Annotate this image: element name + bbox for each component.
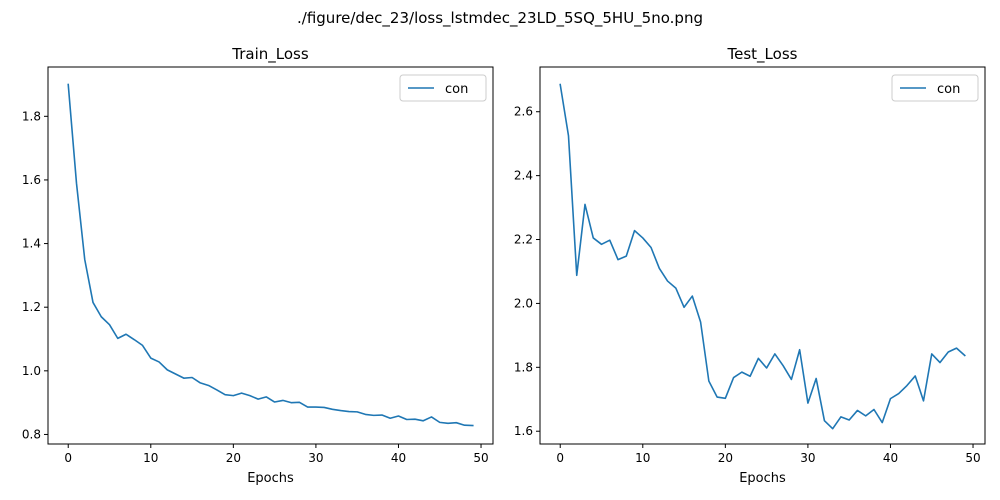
y-tick-label-test-loss: 2.0 [514, 296, 533, 310]
x-axis-label-test-loss: Epochs [739, 471, 786, 486]
y-tick-label-test-loss: 2.2 [514, 233, 533, 247]
y-tick-label-train-loss: 1.4 [22, 237, 41, 251]
x-tick-label-train-loss: 40 [391, 451, 406, 465]
plot-area-train-loss [67, 83, 474, 427]
x-axis-label-train-loss: Epochs [247, 471, 294, 486]
legend-box-train-loss [399, 74, 487, 102]
x-tick-label-train-loss: 10 [143, 451, 158, 465]
legend-train-loss: con [399, 74, 487, 102]
legend-label-test-loss: con [937, 82, 960, 97]
figure-suptitle: ./figure/dec_23/loss_lstmdec_23LD_5SQ_5H… [297, 9, 703, 28]
x-tick-label-train-loss: 30 [308, 451, 323, 465]
axes-frame-test-loss [539, 66, 986, 445]
series-line-train-loss [67, 83, 474, 427]
x-axis-test-loss: 0 10 20 30 40 50 [556, 444, 981, 465]
x-tick-label-test-loss: 50 [965, 451, 980, 465]
plot-area-test-loss [559, 83, 966, 430]
x-tick-label-test-loss: 20 [718, 451, 733, 465]
x-tick-label-train-loss: 50 [473, 451, 488, 465]
y-tick-label-test-loss: 1.6 [514, 424, 533, 438]
chart-title-test-loss: Test_Loss [727, 45, 798, 64]
y-tick-label-train-loss: 1.0 [22, 364, 41, 378]
x-tick-label-train-loss: 20 [226, 451, 241, 465]
y-tick-label-train-loss: 0.8 [22, 427, 41, 441]
subplot-train-loss: Train_Loss 0.8 1.0 1.2 1.4 1.6 1.8 0 10 20 30 40 5… [22, 45, 494, 486]
series-line-test-loss [559, 83, 966, 430]
y-tick-label-train-loss: 1.2 [22, 300, 41, 314]
y-axis-test-loss: 1.6 1.8 2.0 2.2 2.4 2.6 [514, 105, 540, 438]
chart-title-train-loss: Train_Loss [231, 45, 309, 64]
legend-label-train-loss: con [445, 82, 468, 97]
legend-box-test-loss [891, 74, 979, 102]
y-axis-train-loss: 0.8 1.0 1.2 1.4 1.6 1.8 [22, 109, 48, 441]
x-tick-label-test-loss: 40 [883, 451, 898, 465]
legend-test-loss: con [891, 74, 979, 102]
y-tick-label-test-loss: 2.4 [514, 169, 533, 183]
y-tick-label-test-loss: 1.8 [514, 360, 533, 374]
x-axis-train-loss: 0 10 20 30 40 50 [64, 444, 489, 465]
x-tick-label-test-loss: 30 [800, 451, 815, 465]
y-tick-label-test-loss: 2.6 [514, 105, 533, 119]
x-tick-label-test-loss: 0 [556, 451, 564, 465]
x-tick-label-test-loss: 10 [635, 451, 650, 465]
y-tick-label-train-loss: 1.6 [22, 173, 41, 187]
x-tick-label-train-loss: 0 [64, 451, 72, 465]
axes-frame-train-loss [47, 66, 494, 445]
y-tick-label-train-loss: 1.8 [22, 109, 41, 123]
subplot-test-loss: Test_Loss 1.6 1.8 2.0 2.2 2.4 2.6 0 10 20 30 40 50… [514, 45, 986, 486]
